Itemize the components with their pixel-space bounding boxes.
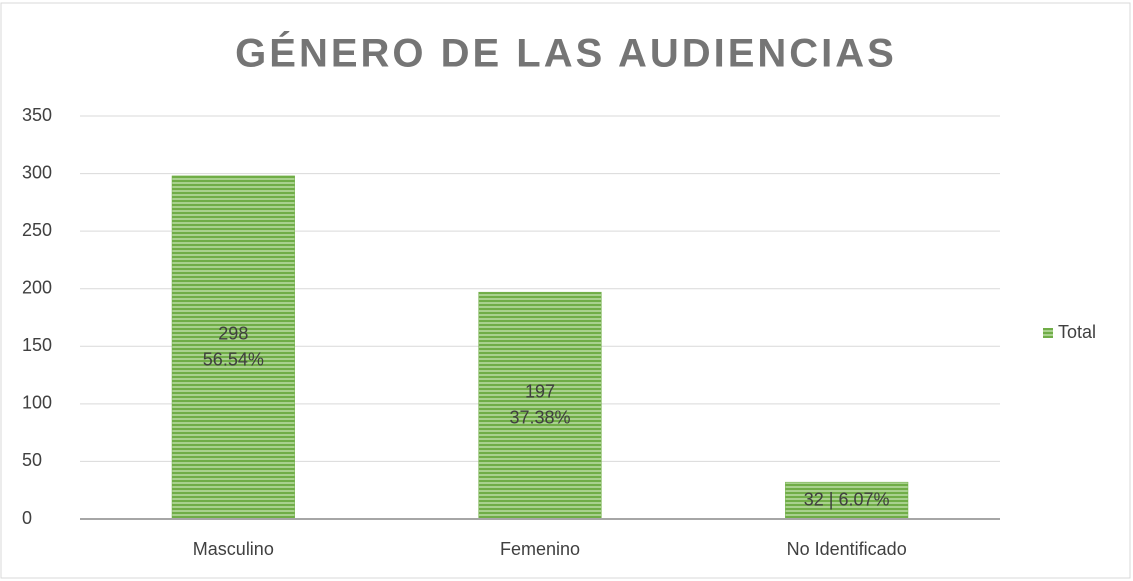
data-label: 298 56.54% (203, 323, 264, 369)
y-tick-label: 50 (22, 450, 42, 470)
x-tick-label: No Identificado (787, 539, 907, 559)
y-tick-label: 300 (22, 162, 52, 182)
y-tick-label: 0 (22, 508, 32, 528)
legend-label: Total (1058, 322, 1096, 342)
data-label: 32 | 6.07% (804, 489, 890, 509)
bar (785, 481, 909, 520)
x-tick-label: Femenino (500, 539, 580, 559)
data-label: 197 37.38% (509, 381, 570, 427)
y-tick-label: 100 (22, 393, 52, 413)
chart-title: GÉNERO DE LAS AUDIENCIAS (235, 31, 897, 76)
y-tick-label: 250 (22, 220, 52, 240)
y-tick-label: 150 (22, 335, 52, 355)
x-tick-label: Masculino (193, 539, 274, 559)
bar (478, 291, 602, 520)
bar (171, 175, 295, 520)
y-tick-label: 350 (22, 105, 52, 125)
y-tick-label: 200 (22, 277, 52, 297)
legend-swatch (1043, 328, 1053, 338)
